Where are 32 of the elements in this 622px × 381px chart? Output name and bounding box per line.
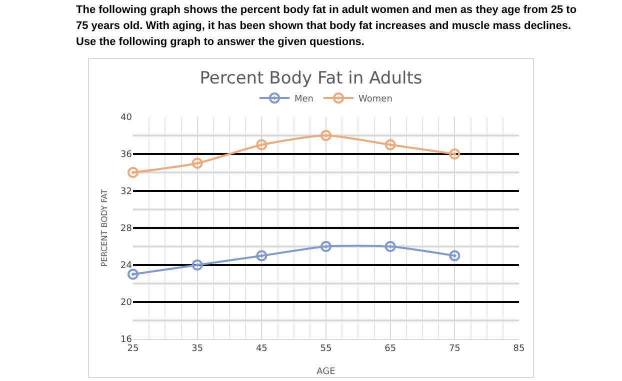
point	[384, 241, 396, 252]
legend-label: Women	[358, 94, 392, 105]
chart-title: Percent Body Fat in Adults	[200, 68, 422, 89]
y-tick-label: 16	[120, 335, 132, 346]
x-tick-label: 75	[448, 344, 460, 354]
x-tick-label: 45	[256, 344, 268, 354]
x-tick-label: 65	[384, 344, 396, 354]
point	[256, 250, 268, 262]
y-tick-label: 40	[120, 113, 132, 124]
y-tick-label: 20	[120, 298, 132, 308]
x-axis-title: AGE	[316, 367, 336, 377]
x-tick-label: 55	[320, 344, 332, 354]
point	[449, 148, 460, 160]
x-tick-label: 25	[127, 344, 139, 354]
y-tick-label: 32	[120, 187, 132, 198]
point	[320, 241, 332, 252]
x-tick-label: 35	[192, 344, 204, 354]
text: The following graph shows the percent body fat in adult women and men as they age from 25 to 75 years old. With aging, it has been shown that body fat increases and muscle mass declines. Use the following graph to answer the given questions.	[76, 3, 578, 50]
point	[128, 268, 138, 280]
y-tick-label: 28	[120, 224, 132, 234]
point	[384, 139, 396, 150]
legend-label: Men	[294, 94, 314, 105]
point	[192, 158, 203, 169]
y-tick-label: 24	[120, 261, 132, 272]
point	[449, 250, 460, 262]
point	[192, 260, 203, 270]
y-axis-title: PERCENT BODY FAT	[100, 189, 109, 267]
y-tick-label: 36	[120, 150, 132, 160]
point	[320, 130, 332, 141]
x-tick-label: 85	[513, 344, 525, 354]
point	[256, 139, 268, 150]
point	[128, 167, 138, 178]
